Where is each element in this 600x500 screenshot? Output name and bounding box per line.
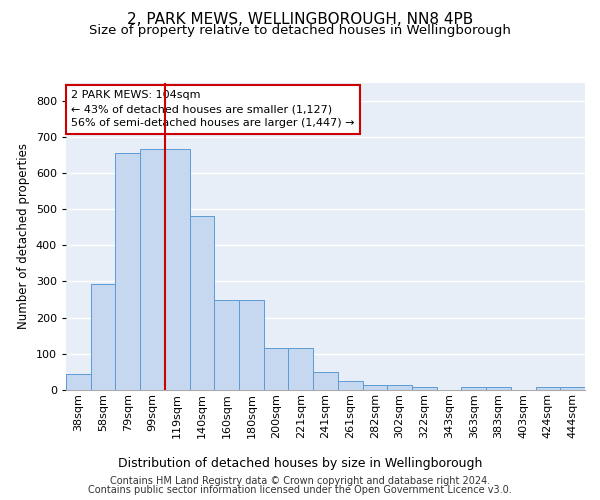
Bar <box>190 216 214 390</box>
Bar <box>560 387 585 390</box>
Bar <box>486 387 511 390</box>
Bar <box>140 150 165 390</box>
Bar <box>66 374 91 390</box>
Bar <box>289 348 313 390</box>
Text: Distribution of detached houses by size in Wellingborough: Distribution of detached houses by size … <box>118 458 482 470</box>
Bar <box>115 153 140 390</box>
Bar <box>91 284 115 390</box>
Bar <box>165 150 190 390</box>
Bar <box>264 348 289 390</box>
Bar <box>214 300 239 390</box>
Text: 2, PARK MEWS, WELLINGBOROUGH, NN8 4PB: 2, PARK MEWS, WELLINGBOROUGH, NN8 4PB <box>127 12 473 28</box>
Bar <box>362 384 387 390</box>
Bar <box>412 387 437 390</box>
Bar <box>239 300 264 390</box>
Text: 2 PARK MEWS: 104sqm
← 43% of detached houses are smaller (1,127)
56% of semi-det: 2 PARK MEWS: 104sqm ← 43% of detached ho… <box>71 90 355 128</box>
Text: Size of property relative to detached houses in Wellingborough: Size of property relative to detached ho… <box>89 24 511 37</box>
Text: Contains public sector information licensed under the Open Government Licence v3: Contains public sector information licen… <box>88 485 512 495</box>
Bar <box>461 387 486 390</box>
Bar <box>387 384 412 390</box>
Bar <box>536 387 560 390</box>
Text: Contains HM Land Registry data © Crown copyright and database right 2024.: Contains HM Land Registry data © Crown c… <box>110 476 490 486</box>
Bar <box>338 381 362 390</box>
Y-axis label: Number of detached properties: Number of detached properties <box>17 143 30 329</box>
Bar <box>313 372 338 390</box>
